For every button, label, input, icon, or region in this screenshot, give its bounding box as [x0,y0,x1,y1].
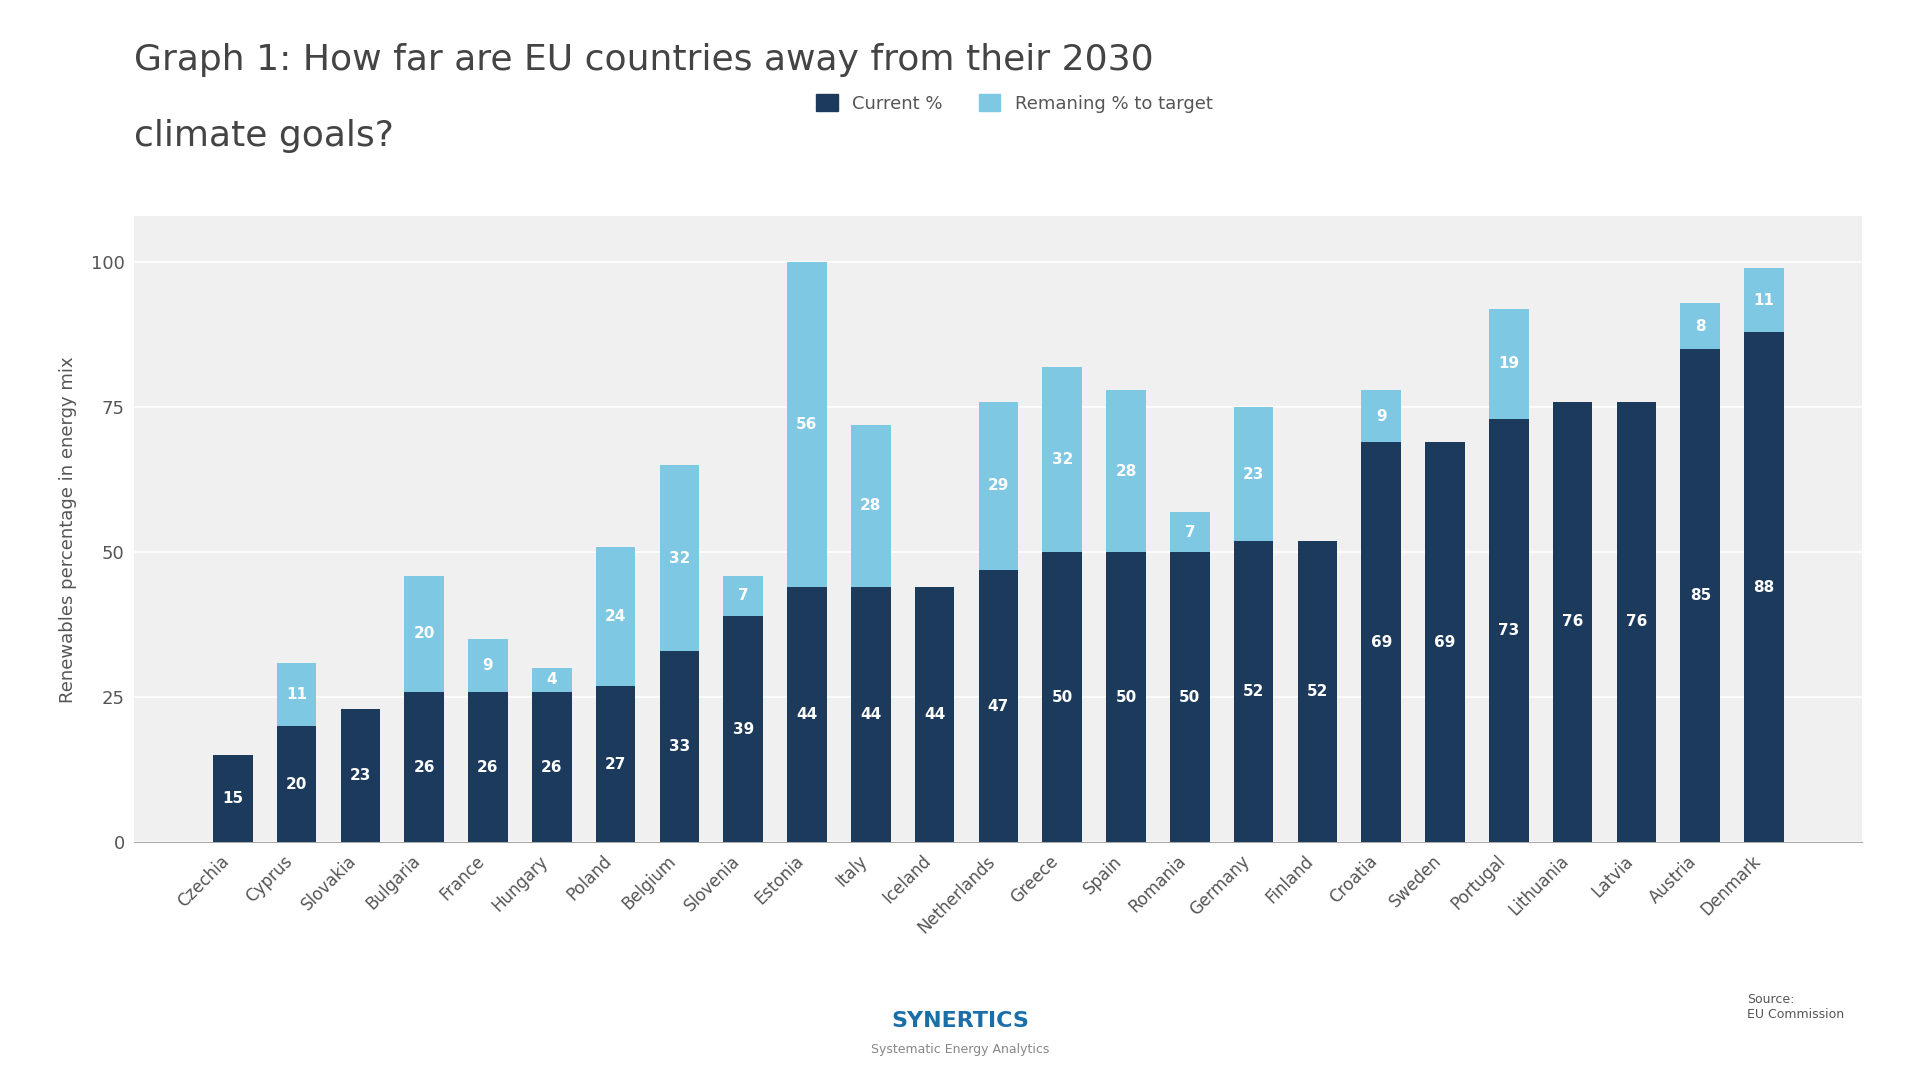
Text: 28: 28 [1116,463,1137,478]
Bar [340,708,380,842]
Bar [1680,350,1720,842]
Text: 23: 23 [1242,467,1263,482]
Text: 28: 28 [860,499,881,513]
Text: 44: 44 [797,707,818,723]
Text: 8: 8 [1695,319,1705,334]
Bar [532,669,572,691]
Bar [1043,552,1083,842]
Bar [1361,442,1402,842]
Text: Source:
EU Commission: Source: EU Commission [1747,993,1845,1021]
Bar [914,588,954,842]
Text: 11: 11 [1753,293,1774,308]
Bar [1490,419,1528,842]
Text: 56: 56 [797,417,818,432]
Bar [1680,303,1720,350]
Text: 19: 19 [1498,356,1519,372]
Bar [276,663,317,727]
Bar [1169,512,1210,552]
Bar [851,424,891,588]
Text: 15: 15 [223,792,244,807]
Bar [595,686,636,842]
Bar [1553,402,1592,842]
Text: 29: 29 [987,478,1010,494]
Text: 50: 50 [1052,690,1073,705]
Text: 20: 20 [286,777,307,792]
Text: 20: 20 [413,626,434,642]
Text: 85: 85 [1690,589,1711,604]
Text: 52: 52 [1308,684,1329,699]
Bar [1043,367,1083,552]
Text: 73: 73 [1498,623,1519,638]
Text: 26: 26 [541,759,563,774]
Bar [1169,552,1210,842]
Bar [1617,402,1657,842]
Text: 11: 11 [286,687,307,702]
Text: 76: 76 [1626,615,1647,630]
Text: 27: 27 [605,757,626,771]
Text: 32: 32 [668,551,689,566]
Bar [468,691,507,842]
Text: 44: 44 [924,707,945,723]
Bar [1106,390,1146,552]
Text: 44: 44 [860,707,881,723]
Text: 24: 24 [605,609,626,624]
Text: 69: 69 [1434,635,1455,650]
Bar [724,576,762,617]
Bar [1235,541,1273,842]
Text: 7: 7 [737,589,749,604]
Bar [1106,552,1146,842]
Text: Systematic Energy Analytics: Systematic Energy Analytics [872,1043,1048,1056]
Text: 23: 23 [349,768,371,783]
Bar [724,617,762,842]
Text: Graph 1: How far are EU countries away from their 2030: Graph 1: How far are EU countries away f… [134,43,1154,77]
Bar [405,691,444,842]
Text: 69: 69 [1371,635,1392,650]
Text: climate goals?: climate goals? [134,119,394,152]
Bar [660,651,699,842]
Text: 47: 47 [987,699,1010,714]
Legend: Current %, Remaning % to target: Current %, Remaning % to target [808,87,1219,120]
Text: 50: 50 [1116,690,1137,705]
Text: 26: 26 [413,759,436,774]
Bar [1425,442,1465,842]
Bar [532,691,572,842]
Text: 39: 39 [733,721,755,737]
Bar [979,570,1018,842]
Bar [1490,309,1528,419]
Text: 33: 33 [668,739,689,754]
Bar [1235,407,1273,541]
Text: 52: 52 [1242,684,1263,699]
Text: 7: 7 [1185,525,1194,540]
Bar [405,576,444,691]
Bar [595,546,636,686]
Bar [979,402,1018,570]
Bar [1743,332,1784,842]
Text: 9: 9 [482,658,493,673]
Bar [787,588,828,842]
Text: 88: 88 [1753,580,1774,595]
Text: 26: 26 [478,759,499,774]
Text: 9: 9 [1377,408,1386,423]
Bar [1298,541,1336,842]
Bar [1361,390,1402,442]
Y-axis label: Renewables percentage in energy mix: Renewables percentage in energy mix [60,356,77,702]
Text: 76: 76 [1563,615,1584,630]
Bar [787,262,828,588]
Bar [851,588,891,842]
Bar [276,727,317,842]
Text: SYNERTICS: SYNERTICS [891,1011,1029,1031]
Bar [1743,268,1784,332]
Bar [213,755,253,842]
Text: 32: 32 [1052,453,1073,467]
Text: 4: 4 [547,673,557,688]
Text: 50: 50 [1179,690,1200,705]
Bar [468,639,507,691]
Bar [660,465,699,651]
